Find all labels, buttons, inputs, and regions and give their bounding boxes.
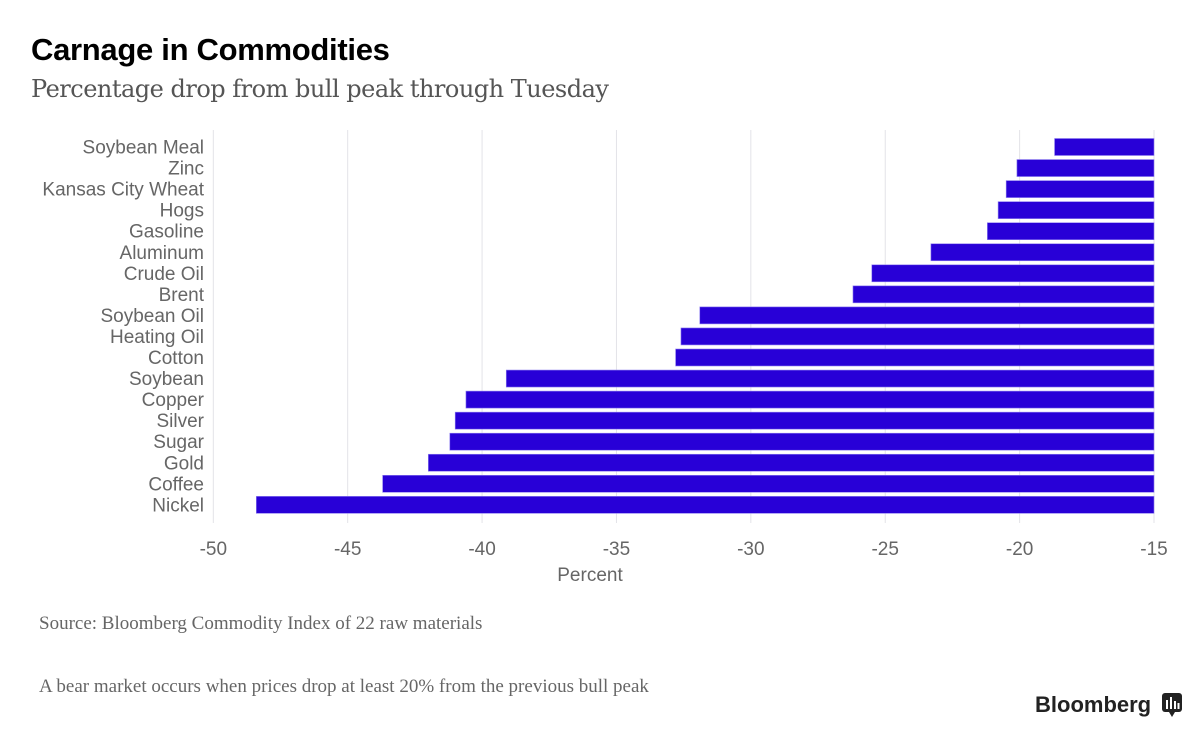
category-label: Aluminum bbox=[120, 243, 204, 264]
bar bbox=[852, 285, 1155, 304]
bar bbox=[1005, 180, 1155, 198]
bar bbox=[505, 369, 1155, 388]
bar bbox=[449, 432, 1155, 451]
bar bbox=[256, 496, 1155, 514]
bar bbox=[987, 222, 1155, 240]
bar bbox=[930, 243, 1155, 262]
category-label: Copper bbox=[142, 390, 205, 411]
category-label: Soybean bbox=[129, 369, 204, 390]
footnote: A bear market occurs when prices drop at… bbox=[39, 676, 649, 697]
bar bbox=[428, 453, 1155, 472]
category-label: Hogs bbox=[160, 201, 204, 222]
category-label: Gold bbox=[164, 453, 204, 474]
category-label: Gasoline bbox=[129, 222, 204, 243]
category-label: Sugar bbox=[153, 432, 204, 453]
category-label: Heating Oil bbox=[110, 327, 204, 348]
x-tick-label: -35 bbox=[603, 539, 630, 560]
source-note: Source: Bloomberg Commodity Index of 22 … bbox=[39, 613, 483, 634]
bar bbox=[454, 411, 1155, 430]
category-label: Soybean Oil bbox=[100, 306, 204, 327]
bar bbox=[675, 348, 1155, 367]
bar-chart-logo-icon bbox=[1162, 693, 1183, 717]
category-label: Cotton bbox=[148, 348, 204, 369]
x-tick-label: -50 bbox=[200, 539, 227, 560]
logo-text: Bloomberg bbox=[1035, 692, 1152, 717]
bar-chart: -50 -45 -40 -35 -30 -25 -20 -15 Soybean MealZinc… bbox=[42, 130, 1168, 586]
bar bbox=[871, 264, 1155, 283]
chart-title: Carnage in Commodities bbox=[31, 32, 390, 67]
x-axis-label: Percent bbox=[557, 565, 623, 586]
category-label: Kansas City Wheat bbox=[42, 180, 204, 201]
category-label: Crude Oil bbox=[124, 264, 204, 285]
bar bbox=[382, 474, 1155, 493]
bar bbox=[1054, 138, 1155, 156]
category-label: Silver bbox=[156, 411, 204, 432]
category-label: Zinc bbox=[168, 159, 204, 180]
category-label: Coffee bbox=[148, 474, 204, 495]
x-tick-label: -15 bbox=[1140, 539, 1167, 560]
x-tick-label: -20 bbox=[1006, 539, 1033, 560]
category-label: Brent bbox=[159, 285, 205, 306]
category-label: Nickel bbox=[152, 495, 204, 516]
bar bbox=[680, 327, 1155, 346]
x-tick-label: -25 bbox=[871, 539, 898, 560]
category-label: Soybean Meal bbox=[83, 138, 204, 159]
chart-subtitle: Percentage drop from bull peak through T… bbox=[31, 75, 609, 103]
x-tick-label: -30 bbox=[737, 539, 764, 560]
bar bbox=[1016, 159, 1155, 177]
x-tick-label: -40 bbox=[468, 539, 495, 560]
bloomberg-logo: Bloomberg bbox=[1035, 692, 1183, 718]
bar bbox=[997, 201, 1155, 219]
bar bbox=[699, 306, 1155, 325]
x-tick-label: -45 bbox=[334, 539, 361, 560]
bar bbox=[465, 390, 1155, 409]
